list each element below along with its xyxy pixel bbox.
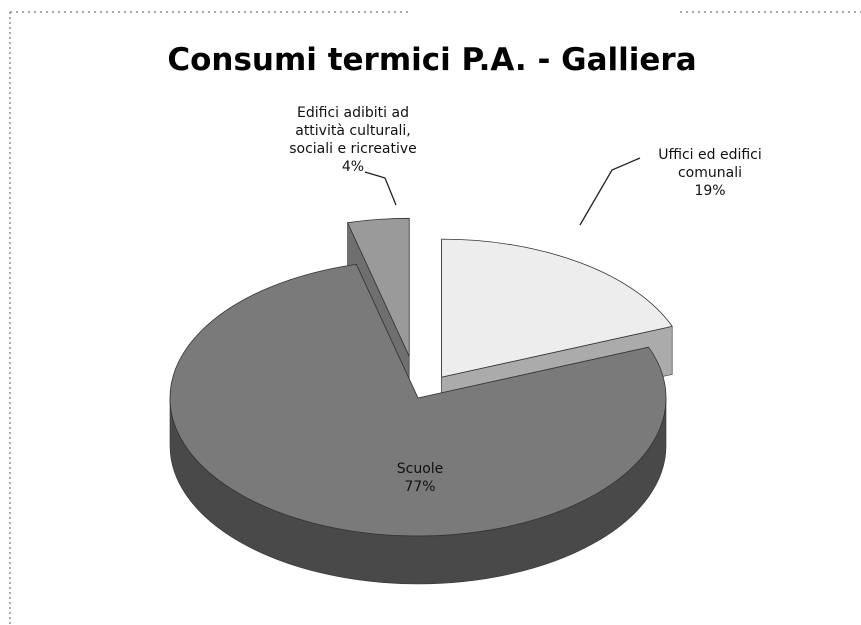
- slice: [169, 263, 667, 585]
- leader-line: [364, 171, 397, 206]
- chart-title: Consumi termici P.A. - Galliera: [167, 42, 696, 78]
- leader-line: [579, 157, 641, 226]
- pie: [169, 217, 673, 585]
- slice-label: Scuole 77%: [350, 460, 490, 496]
- slice-label: Uffici ed edifici comunali 19%: [625, 146, 795, 200]
- category-label: Uffici ed edifici comunali: [658, 147, 762, 181]
- slice-label: Edifici adibiti ad attività culturali, s…: [258, 104, 448, 176]
- category-label: Scuole: [396, 461, 444, 477]
- slice-top: [441, 238, 673, 378]
- value-label: 4%: [341, 159, 365, 175]
- slice-top: [169, 263, 667, 537]
- value-label: 19%: [694, 183, 726, 199]
- slice-top: [346, 217, 410, 357]
- value-label: 77%: [404, 479, 436, 495]
- category-label: Edifici adibiti ad attività culturali, s…: [289, 105, 417, 157]
